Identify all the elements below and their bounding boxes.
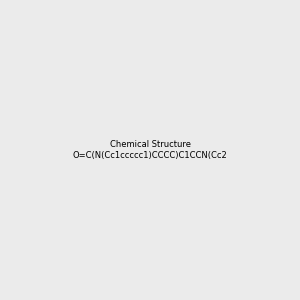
Text: Chemical Structure
O=C(N(Cc1ccccc1)CCCC)C1CCN(Cc2: Chemical Structure O=C(N(Cc1ccccc1)CCCC)…	[73, 140, 227, 160]
